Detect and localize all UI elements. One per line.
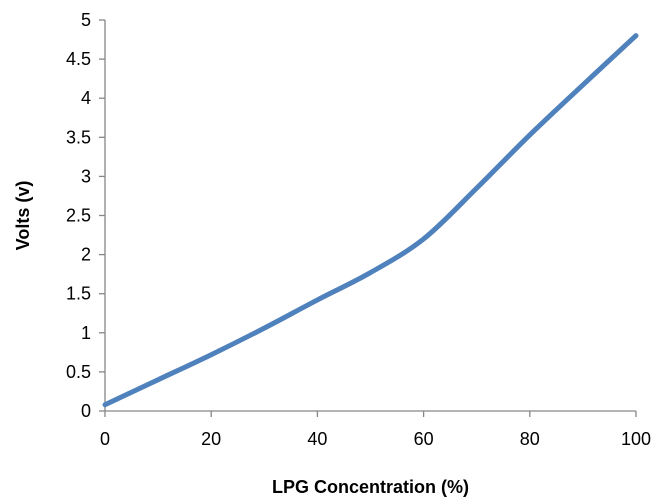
y-axis-title: Volts (v) (13, 181, 33, 251)
x-tick-label: 20 (201, 429, 221, 449)
y-tick-label: 2 (81, 245, 91, 265)
series-layer (102, 33, 639, 408)
y-tick-label: 1 (81, 323, 91, 343)
series-line (102, 33, 639, 408)
y-tick-label: 4.5 (66, 49, 91, 69)
x-tick-label: 80 (520, 429, 540, 449)
y-tick-label: 3.5 (66, 127, 91, 147)
x-tick-label: 60 (414, 429, 434, 449)
x-axis: 0 20 40 60 80 100 (100, 410, 651, 449)
x-tick-label: 0 (100, 429, 110, 449)
y-tick-label: 3 (81, 166, 91, 186)
x-axis-title: LPG Concentration (%) (272, 477, 469, 497)
y-tick-label: 4 (81, 88, 91, 108)
x-tick-label: 100 (621, 429, 651, 449)
y-tick-label: 0 (81, 401, 91, 421)
y-tick-label: 2.5 (66, 206, 91, 226)
y-tick-label: 5 (81, 10, 91, 30)
y-tick-label: 0.5 (66, 362, 91, 382)
y-tick-label: 1.5 (66, 284, 91, 304)
y-axis: 0 0.5 1 1.5 2 2.5 3 3.5 4 4.5 5 (66, 10, 106, 421)
x-tick-label: 40 (307, 429, 327, 449)
